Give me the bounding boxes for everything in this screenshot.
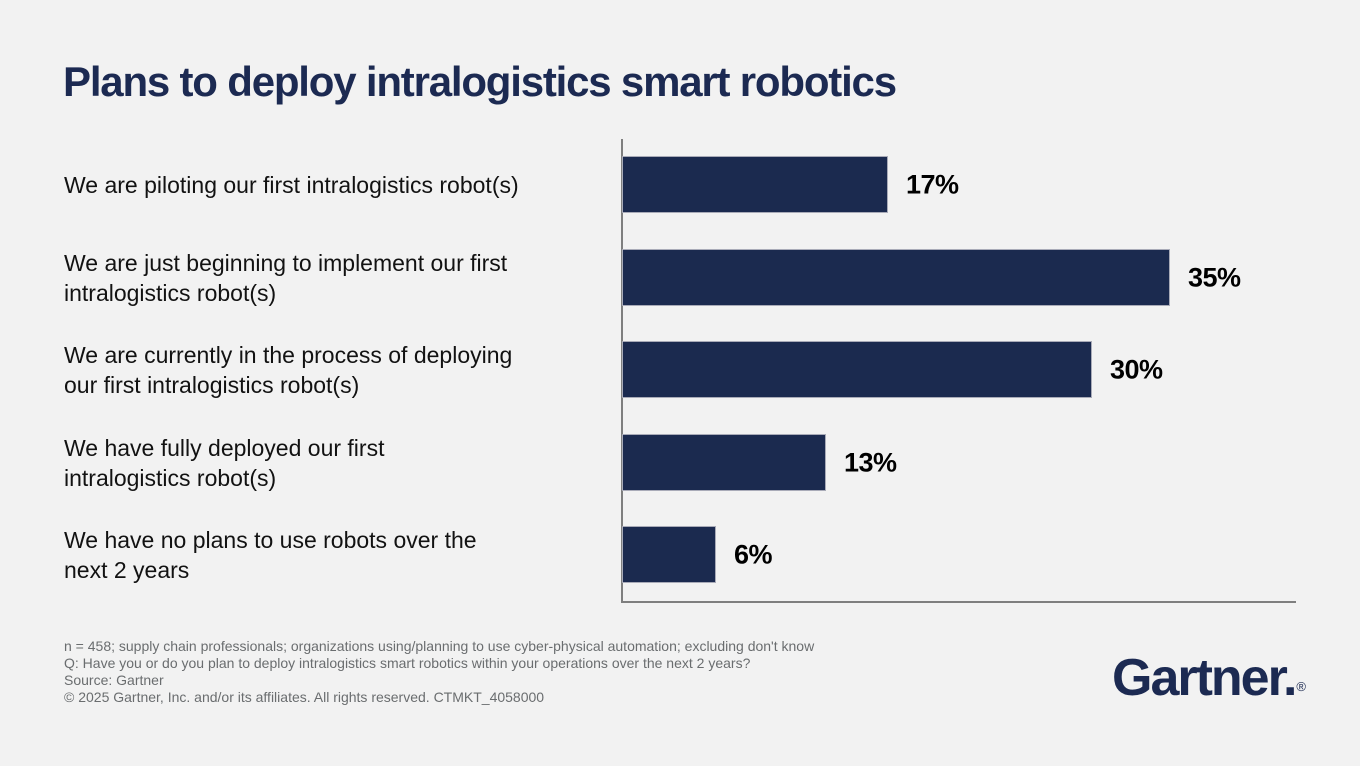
bar-value-label: 13% (844, 447, 897, 477)
chart-row: We are currently in the process of deplo… (0, 341, 1360, 398)
footnote-line: n = 458; supply chain professionals; org… (64, 638, 815, 654)
chart-row: We have no plans to use robots over the … (0, 526, 1360, 583)
chart-row: We are piloting our first intralogistics… (0, 156, 1360, 213)
category-label: We have no plans to use robots over the … (64, 526, 477, 583)
bar (622, 249, 1170, 306)
chart-row: We are just beginning to implement our f… (0, 249, 1360, 306)
bar-value-label: 30% (1110, 354, 1163, 384)
category-label: We are piloting our first intralogistics… (64, 171, 519, 198)
gartner-logo-text: Gartner. (1112, 649, 1297, 707)
footnote-line: Source: Gartner (64, 672, 164, 688)
bar (622, 341, 1092, 398)
chart-title: Plans to deploy intralogistics smart rob… (63, 58, 897, 105)
bar (622, 156, 888, 213)
bar (622, 526, 716, 583)
category-label: We are currently in the process of deplo… (64, 341, 513, 398)
bar-value-label: 35% (1188, 262, 1241, 292)
gartner-logo: Gartner.® (1112, 650, 1306, 715)
chart-row: We have fully deployed our first intralo… (0, 434, 1360, 491)
category-label: We are just beginning to implement our f… (64, 249, 508, 306)
bar-value-label: 17% (906, 169, 959, 199)
registered-trademark-icon: ® (1296, 679, 1307, 694)
footnote-line: © 2025 Gartner, Inc. and/or its affiliat… (64, 689, 545, 705)
footnotes: n = 458; supply chain professionals; org… (64, 638, 814, 706)
category-label: We have fully deployed our first intralo… (64, 434, 385, 491)
bar (622, 434, 826, 491)
bar-value-label: 6% (734, 539, 773, 569)
footnote-line: Q: Have you or do you plan to deploy int… (64, 655, 751, 671)
